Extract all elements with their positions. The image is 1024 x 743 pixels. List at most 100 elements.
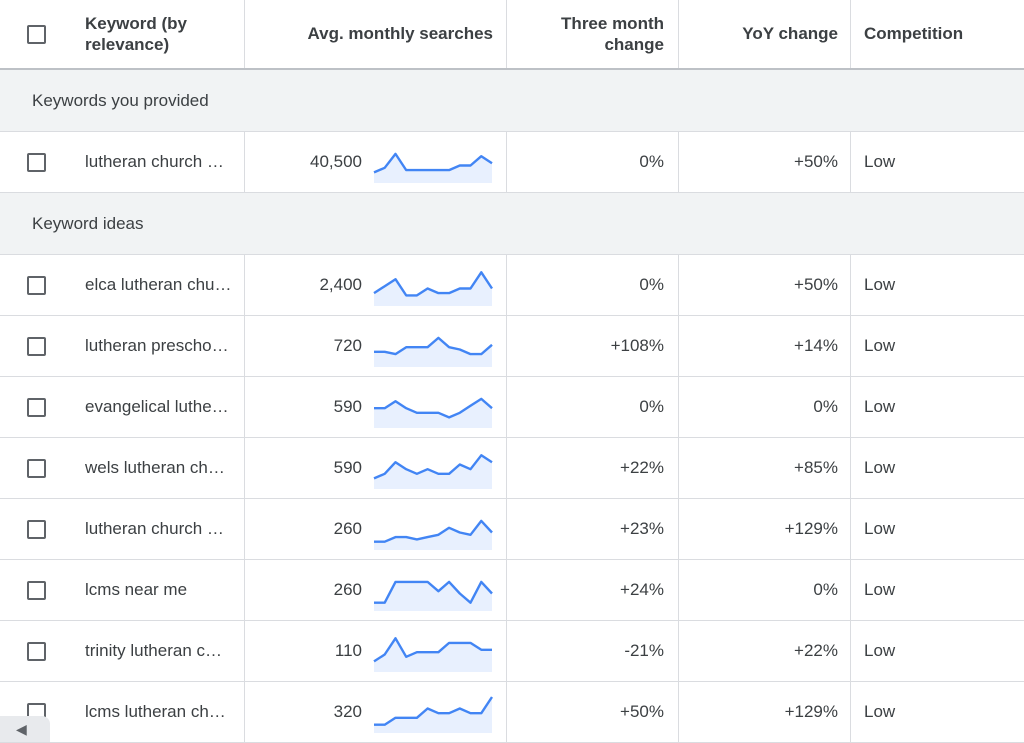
- trend-sparkline[interactable]: [373, 325, 493, 367]
- keyword-cell[interactable]: evangelical luthe…: [73, 377, 245, 437]
- keyword-cell[interactable]: trinity lutheran c…: [73, 621, 245, 681]
- keyword-text: lutheran church …: [85, 152, 232, 172]
- keyword-text: trinity lutheran c…: [85, 641, 232, 661]
- competition-cell: Low: [851, 377, 1024, 437]
- section-label: Keyword ideas: [32, 214, 144, 234]
- row-checkbox[interactable]: [27, 459, 46, 478]
- three-month-change-cell: +108%: [507, 316, 679, 376]
- keyword-cell[interactable]: lutheran church …: [73, 132, 245, 192]
- keyword-text: lcms lutheran ch…: [85, 702, 232, 722]
- keyword-cell[interactable]: lutheran prescho…: [73, 316, 245, 376]
- yoy-change-cell: +129%: [679, 499, 851, 559]
- avg-searches-value: 720: [334, 336, 362, 356]
- avg-searches-value: 40,500: [310, 152, 362, 172]
- competition-cell: Low: [851, 438, 1024, 498]
- avg-monthly-searches-column-header[interactable]: Avg. monthly searches: [245, 0, 507, 68]
- three-month-change-cell: +22%: [507, 438, 679, 498]
- keyword-cell[interactable]: wels lutheran ch…: [73, 438, 245, 498]
- row-checkbox[interactable]: [27, 337, 46, 356]
- table-row[interactable]: lutheran church …260+23%+129%Low: [0, 499, 1024, 560]
- trend-sparkline[interactable]: [373, 264, 493, 306]
- competition-cell: Low: [851, 682, 1024, 742]
- table-row[interactable]: elca lutheran chu… 2,400 0%+50%Low: [0, 255, 1024, 316]
- yoy-change-cell: +129%: [679, 682, 851, 742]
- yoy-change-column-header[interactable]: YoY change: [679, 0, 851, 68]
- row-select-cell: [0, 255, 73, 315]
- row-checkbox[interactable]: [27, 276, 46, 295]
- keyword-text: lcms near me: [85, 580, 232, 600]
- yoy-change-cell: +14%: [679, 316, 851, 376]
- keyword-text: lutheran church …: [85, 519, 232, 539]
- competition-column-header[interactable]: Competition: [851, 0, 1024, 68]
- row-select-cell: [0, 377, 73, 437]
- avg-searches-cell: 590: [245, 377, 507, 437]
- avg-searches-cell: 320: [245, 682, 507, 742]
- competition-cell: Low: [851, 560, 1024, 620]
- row-select-cell: [0, 316, 73, 376]
- keyword-cell[interactable]: elca lutheran chu…: [73, 255, 245, 315]
- three-month-change-cell: 0%: [507, 132, 679, 192]
- avg-searches-cell: 590: [245, 438, 507, 498]
- three-month-change-cell: 0%: [507, 377, 679, 437]
- avg-searches-value: 110: [335, 641, 362, 661]
- keyword-cell[interactable]: lcms near me: [73, 560, 245, 620]
- competition-cell: Low: [851, 621, 1024, 681]
- row-checkbox[interactable]: [27, 153, 46, 172]
- table-row[interactable]: lutheran prescho… 720 +108%+14%Low: [0, 316, 1024, 377]
- yoy-change-cell: 0%: [679, 377, 851, 437]
- trend-sparkline[interactable]: [373, 508, 493, 550]
- avg-searches-value: 260: [334, 519, 362, 539]
- row-select-cell: [0, 560, 73, 620]
- three-month-change-cell: 0%: [507, 255, 679, 315]
- trend-sparkline[interactable]: [373, 141, 493, 183]
- table-row[interactable]: lutheran church … 40,500 0%+50%Low: [0, 132, 1024, 193]
- trend-sparkline[interactable]: [373, 691, 493, 733]
- row-checkbox[interactable]: [27, 642, 46, 661]
- yoy-change-cell: +50%: [679, 255, 851, 315]
- avg-searches-value: 320: [334, 702, 362, 722]
- three-month-change-cell: -21%: [507, 621, 679, 681]
- avg-searches-value: 590: [334, 458, 362, 478]
- keyword-text: elca lutheran chu…: [85, 275, 232, 295]
- table-row[interactable]: trinity lutheran c… 110 -21%+22%Low: [0, 621, 1024, 682]
- chevron-left-icon: ◀: [16, 721, 27, 738]
- keyword-cell[interactable]: lutheran church …: [73, 499, 245, 559]
- table-row[interactable]: lcms lutheran ch… 320 +50%+129%Low: [0, 682, 1024, 743]
- three-month-change-cell: +50%: [507, 682, 679, 742]
- trend-sparkline[interactable]: [373, 386, 493, 428]
- trend-sparkline[interactable]: [373, 630, 493, 672]
- keyword-cell[interactable]: lcms lutheran ch…: [73, 682, 245, 742]
- row-select-cell: [0, 132, 73, 192]
- table-header-row: Keyword (by relevance) Avg. monthly sear…: [0, 0, 1024, 70]
- row-select-cell: [0, 438, 73, 498]
- yoy-change-cell: +85%: [679, 438, 851, 498]
- competition-cell: Low: [851, 316, 1024, 376]
- avg-searches-cell: 260: [245, 499, 507, 559]
- sparkline-area: [374, 272, 492, 306]
- yoy-change-cell: +22%: [679, 621, 851, 681]
- avg-searches-value: 2,400: [319, 275, 362, 295]
- row-select-cell: [0, 499, 73, 559]
- table-row[interactable]: wels lutheran ch… 590 +22%+85%Low: [0, 438, 1024, 499]
- row-checkbox[interactable]: [27, 398, 46, 417]
- trend-sparkline[interactable]: [373, 569, 493, 611]
- avg-searches-value: 590: [334, 397, 362, 417]
- row-checkbox[interactable]: [27, 581, 46, 600]
- section-label: Keywords you provided: [32, 91, 209, 111]
- select-all-checkbox[interactable]: [27, 25, 46, 44]
- avg-searches-cell: 720: [245, 316, 507, 376]
- three-month-change-column-header[interactable]: Three month change: [507, 0, 679, 68]
- yoy-change-cell: +50%: [679, 132, 851, 192]
- competition-cell: Low: [851, 255, 1024, 315]
- keyword-column-header[interactable]: Keyword (by relevance): [73, 0, 245, 68]
- row-checkbox[interactable]: [27, 520, 46, 539]
- avg-searches-cell: 260: [245, 560, 507, 620]
- scroll-left-button[interactable]: ◀: [0, 716, 50, 742]
- keyword-text: lutheran prescho…: [85, 336, 232, 356]
- keyword-text: wels lutheran ch…: [85, 458, 232, 478]
- trend-sparkline[interactable]: [373, 447, 493, 489]
- competition-cell: Low: [851, 132, 1024, 192]
- sparkline-area: [374, 697, 492, 733]
